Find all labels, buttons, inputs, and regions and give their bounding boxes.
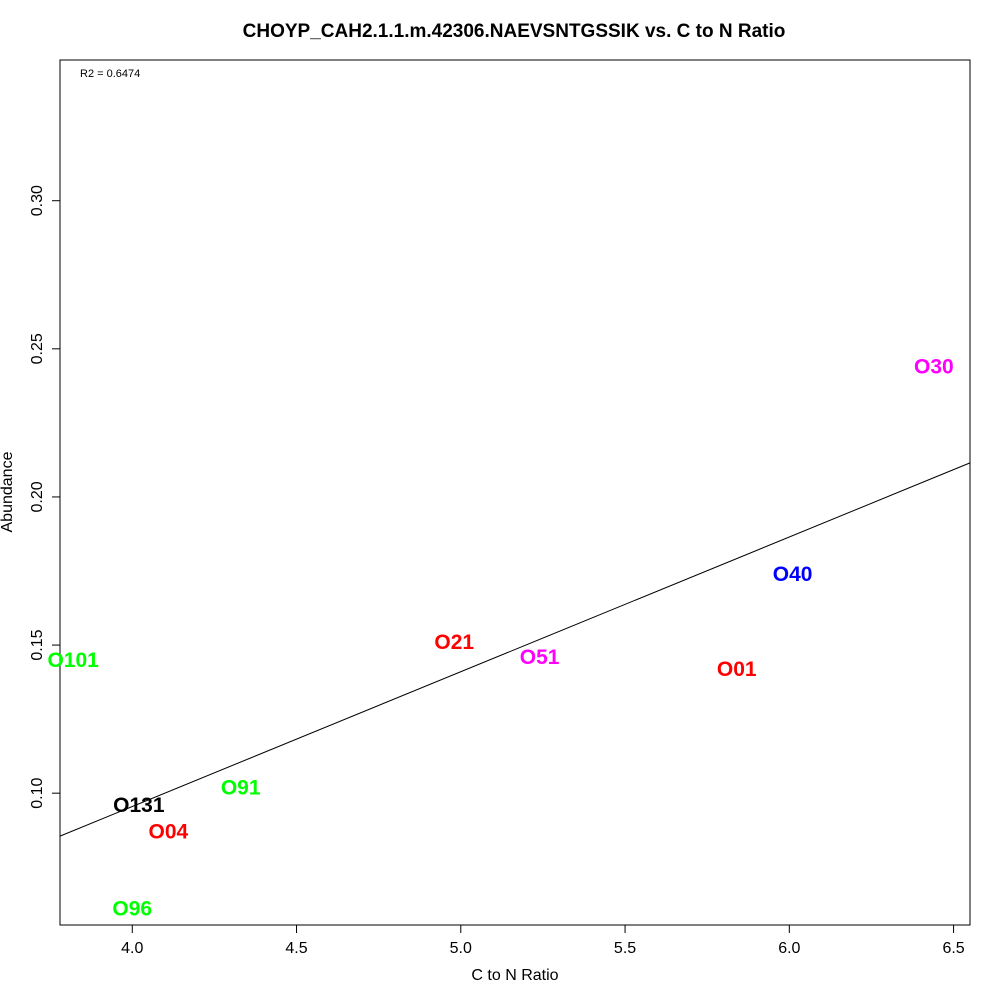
point-label-o21: O21: [434, 631, 474, 654]
r2-annotation: R2 = 0.6474: [80, 68, 140, 80]
point-label-o01: O01: [717, 658, 757, 681]
x-tick-label: 5.5: [614, 940, 636, 957]
point-label-o101: O101: [47, 649, 99, 672]
y-tick-label: 0.25: [29, 333, 46, 364]
point-labels: O101 O131 O04 O96 O91 O21 O51 O01 O40 O30: [47, 356, 953, 921]
x-tick-label: 5.0: [450, 940, 472, 957]
x-axis-label: C to N Ratio: [471, 967, 558, 984]
point-label-o131: O131: [113, 794, 165, 817]
x-axis: 4.0 4.5 5.0 5.5 6.0 6.5: [121, 925, 965, 957]
chart-title: CHOYP_CAH2.1.1.m.42306.NAEVSNTGSSIK vs. …: [243, 21, 786, 42]
point-label-o96: O96: [112, 898, 152, 921]
y-tick-label: 0.15: [29, 629, 46, 660]
plot-frame: [59, 59, 971, 926]
point-label-o04: O04: [149, 821, 189, 844]
y-tick-label: 0.20: [29, 481, 46, 512]
regression-line-group: [59, 462, 971, 837]
x-tick-label: 6.5: [942, 940, 964, 957]
y-axis-label: Abundance: [0, 451, 16, 532]
x-tick-label: 4.5: [285, 940, 307, 957]
point-label-o51: O51: [520, 646, 560, 669]
point-label-o30: O30: [914, 356, 954, 379]
regression-line: [59, 462, 971, 837]
y-axis: 0.10 0.15 0.20 0.25 0.30: [29, 185, 60, 809]
x-tick-label: 6.0: [778, 940, 800, 957]
point-label-o91: O91: [221, 776, 261, 799]
y-tick-label: 0.30: [29, 185, 46, 216]
point-label-o40: O40: [773, 563, 813, 586]
x-tick-label: 4.0: [121, 940, 143, 957]
y-tick-label: 0.10: [29, 778, 46, 809]
